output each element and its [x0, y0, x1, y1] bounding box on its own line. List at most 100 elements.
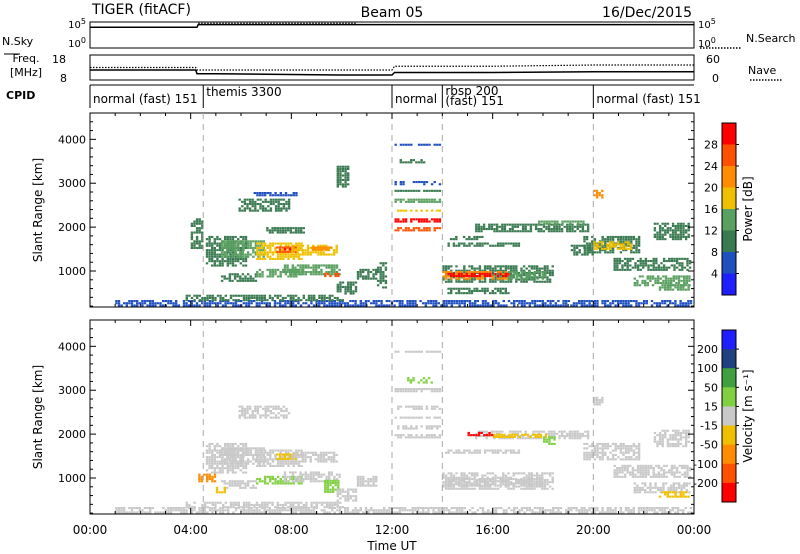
- x-tick-label: 20:00: [576, 523, 611, 537]
- heatmap-cell: [356, 475, 378, 487]
- cpid-segment-label: normal: [395, 92, 437, 106]
- heatmap-cell: [283, 264, 341, 276]
- heatmap-cell: [394, 198, 442, 203]
- nsearch-label: N.Search: [746, 32, 796, 45]
- heatmap-cell: [198, 473, 217, 483]
- heatmap-cell: [449, 235, 484, 241]
- heatmap-cell: [447, 478, 544, 487]
- heatmap-cell: [336, 281, 358, 295]
- heatmap-cell: [394, 143, 442, 146]
- heatmap-cell: [336, 165, 350, 188]
- velocity-colorbar-color-swatch: [722, 330, 736, 350]
- y-tick-label: 1000: [58, 472, 86, 485]
- heatmap-cell: [543, 436, 556, 445]
- heatmap-cell: [397, 425, 442, 430]
- x-tick-label: 16:00: [475, 523, 510, 537]
- heatmap-cell: [507, 271, 547, 280]
- nsearch-tick-label: 105: [698, 17, 716, 32]
- velocity-colorbar-tick-label: 50: [704, 381, 718, 394]
- heatmap-cell: [238, 405, 291, 419]
- velocity-colorbar-tick-label: -100: [693, 458, 718, 471]
- heatmap-cell: [324, 272, 340, 278]
- y-tick-label: 2000: [58, 221, 86, 234]
- heatmap-cell: [253, 192, 298, 197]
- y-tick-label: 2000: [58, 428, 86, 441]
- nsky-series-line: [90, 23, 694, 28]
- heatmap-cell: [447, 272, 510, 278]
- heatmap-cell: [394, 189, 442, 192]
- power-colorbar-color-swatch: [722, 187, 736, 210]
- velocity-colorbar-color-swatch: [722, 406, 736, 427]
- heatmap-cell: [185, 294, 344, 302]
- heatmap-cell: [653, 222, 690, 241]
- power-colorbar-title: Power [dB]: [741, 176, 755, 241]
- velocity-colorbar-color-swatch: [722, 444, 736, 465]
- heatmap-cell: [324, 479, 340, 493]
- velocity-colorbar-color-swatch: [722, 368, 736, 388]
- heatmap-cell: [593, 241, 633, 250]
- power-colorbar-color-swatch: [722, 209, 736, 231]
- y-tick-label: 4000: [58, 133, 86, 146]
- heatmap-cell: [394, 350, 442, 353]
- cpid-panel: normal (fast) 151 themis 3300 normal rbsp 2…: [89, 84, 701, 108]
- power-colorbar-color-swatch: [722, 123, 736, 145]
- velocity-colorbar-tick-label: -200: [693, 477, 718, 490]
- freq-label-line1: Freq.: [12, 52, 39, 65]
- velocity-colorbar-tick-label: 200: [697, 343, 718, 356]
- nave-tick-label: 0: [712, 72, 719, 85]
- velocity-colorbar-tick-label: -15: [700, 420, 718, 433]
- velocity-panel: 1000 2000 3000 4000 Slant Range [km] 200 100 50…: [31, 319, 755, 515]
- nsky-tick-label: 105: [68, 17, 86, 32]
- power-colorbar-color-swatch: [722, 252, 736, 274]
- heatmap-cell: [658, 284, 690, 291]
- heatmap-cell: [658, 491, 690, 498]
- heatmap-cell: [220, 480, 258, 489]
- y-axis-title: Slant Range [km]: [31, 365, 45, 469]
- velocity-colorbar-tick-label: -50: [700, 439, 718, 452]
- freq-label-line2: [MHz]: [10, 66, 42, 79]
- heatmap-axes: [89, 112, 695, 308]
- heatmap-cell: [283, 471, 341, 483]
- power-colorbar-tick-label: 4: [711, 268, 718, 281]
- panel-body: [115, 143, 693, 307]
- heatmap-cell: [613, 257, 692, 271]
- heatmap-cell: [220, 273, 258, 282]
- heatmap-cell: [394, 227, 442, 232]
- date-title: 16/Dec/2015: [602, 5, 692, 21]
- cpid-segment-label: normal (fast) 151: [596, 92, 700, 106]
- power-colorbar-color-swatch: [722, 273, 736, 296]
- freq-series-line: [90, 64, 694, 71]
- velocity-colorbar-color-swatch: [722, 425, 736, 446]
- heatmap-cell: [394, 388, 442, 393]
- time-axis: 00:00 04:00 08:00 12:00 16:00 20:00 00:00: [73, 523, 712, 537]
- heatmap-cell: [394, 434, 442, 439]
- velocity-colorbar-color-swatch: [722, 349, 736, 369]
- nsky-axes: [89, 21, 695, 49]
- power-colorbar-color-swatch: [722, 230, 736, 253]
- heatmap-cell: [397, 209, 442, 212]
- velocity-colorbar-title: Velocity [m s⁻¹]: [741, 369, 755, 462]
- heatmap-cell: [593, 189, 604, 199]
- heatmap-cell: [447, 242, 521, 247]
- power-colorbar-tick-label: 20: [704, 182, 718, 195]
- heatmap-cell: [238, 198, 291, 212]
- power-colorbar-tick-label: 12: [704, 225, 718, 238]
- velocity-colorbar-tick-label: 15: [704, 400, 718, 413]
- power-panel: 1000 2000 3000 4000 Slant Range [km] 4 8 12 16 20…: [31, 112, 755, 308]
- velocity-colorbar-color-swatch: [722, 482, 736, 503]
- heatmap-cell: [613, 464, 692, 478]
- y-tick-label: 3000: [58, 384, 86, 397]
- cpid-label: CPID: [6, 89, 35, 102]
- nsky-label: N.Sky: [2, 35, 34, 48]
- freq-panel: 18 8 60 0: [4, 53, 782, 85]
- radar-title: TIGER (fitACF): [91, 2, 191, 18]
- heatmap-cell: [444, 449, 521, 454]
- heatmap-cell: [266, 227, 305, 234]
- heatmap-cell: [633, 275, 691, 287]
- nave-tick-label: 60: [706, 53, 720, 66]
- x-tick-label: 04:00: [173, 523, 208, 537]
- heatmap-cell: [467, 431, 494, 437]
- y-tick-label: 1000: [58, 265, 86, 278]
- cpid-segment-label: rbsp 200: [445, 84, 498, 98]
